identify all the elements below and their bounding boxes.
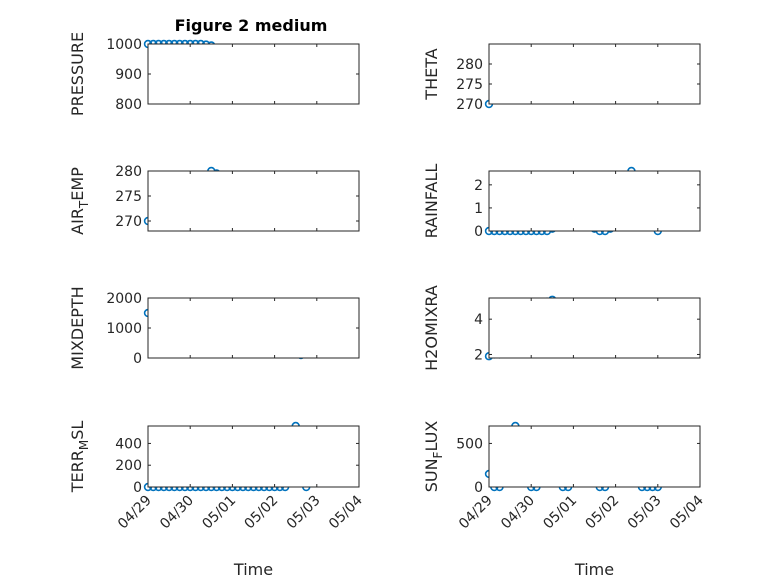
axes-frame — [147, 43, 360, 105]
y-axis-label: PRESSURE — [68, 32, 87, 116]
y-tick-label: 270 — [115, 214, 142, 230]
y-tick-label: 2 — [474, 178, 483, 194]
y-tick-label: 900 — [115, 67, 142, 83]
x-tick-label: 05/04 — [667, 492, 707, 532]
x-tick-label: 05/02 — [583, 493, 623, 533]
y-tick-label: 1000 — [106, 37, 142, 53]
y-tick-label: 200 — [115, 458, 142, 474]
x-tick-label: 04/30 — [498, 493, 538, 533]
x-tick-label: 04/29 — [456, 493, 496, 533]
y-tick-label: 1000 — [106, 321, 142, 337]
y-axis-label: TERRMSL — [68, 421, 91, 494]
x-tick-label: 04/29 — [115, 493, 155, 533]
x-tick-label: 05/01 — [199, 493, 239, 533]
subplot-1: 800 900 1000 PRESSURE — [68, 32, 360, 116]
y-tick-label: 2 — [474, 347, 483, 363]
y-tick-label: 275 — [115, 189, 142, 205]
y-axis-label: RAINFALL — [422, 164, 441, 239]
y-axis-label: THETA — [422, 48, 441, 100]
subplot-4: 0 1 2 RAINFALL — [422, 164, 701, 240]
x-tick-label: 05/03 — [284, 493, 324, 533]
y-tick-label: 275 — [456, 77, 483, 93]
x-axis-label: Time — [574, 560, 614, 579]
subplot-7: 0 200 400 04/29 04/30 05/01 05/02 05/03 05/04 Tim… — [68, 421, 366, 579]
y-tick-label: 0 — [133, 351, 142, 367]
y-axis-label: SUNFLUX — [422, 421, 445, 493]
x-tick-label: 05/03 — [625, 493, 665, 533]
axes-frame — [147, 170, 360, 232]
y-tick-label: 4 — [474, 312, 483, 328]
x-tick-label: 04/30 — [157, 493, 197, 533]
y-axis-label: AIRTEMP — [68, 167, 91, 235]
axes-frame — [147, 425, 360, 488]
y-tick-label: 0 — [474, 224, 483, 240]
y-tick-label: 0 — [474, 480, 483, 496]
subplot-3: 270 275 280 AIRTEMP — [68, 164, 360, 235]
y-tick-label: 400 — [115, 436, 142, 452]
subplot-6: 2 4 H2OMIXRA — [422, 285, 701, 371]
x-tick-label: 05/04 — [326, 492, 366, 532]
y-axis-label: MIXDEPTH — [68, 286, 87, 369]
y-tick-label: 1 — [474, 201, 483, 217]
y-tick-label: 0 — [133, 480, 142, 496]
subplot-5: 0 1000 2000 MIXDEPTH — [68, 286, 360, 370]
x-axis-label: Time — [233, 560, 273, 579]
axes-frame — [147, 297, 360, 359]
axes-frame — [488, 425, 701, 488]
y-axis-label: H2OMIXRA — [422, 285, 441, 371]
y-tick-label: 270 — [456, 97, 483, 113]
axes-frame — [488, 170, 701, 232]
axes-frame — [488, 297, 701, 359]
x-tick-label: 05/02 — [242, 493, 282, 533]
y-tick-label: 800 — [115, 97, 142, 113]
figure-title: Figure 2 medium — [175, 16, 328, 35]
x-tick-label: 05/01 — [540, 493, 580, 533]
subplot-8: 0 500 04/29 04/30 05/01 05/02 05/03 05/04 Time SU… — [422, 421, 707, 579]
y-tick-label: 280 — [115, 164, 142, 180]
axes-frame — [488, 43, 701, 105]
y-tick-label: 500 — [456, 436, 483, 452]
y-tick-label: 280 — [456, 57, 483, 73]
subplot-2: 270 275 280 THETA — [422, 43, 701, 113]
y-tick-label: 2000 — [106, 291, 142, 307]
